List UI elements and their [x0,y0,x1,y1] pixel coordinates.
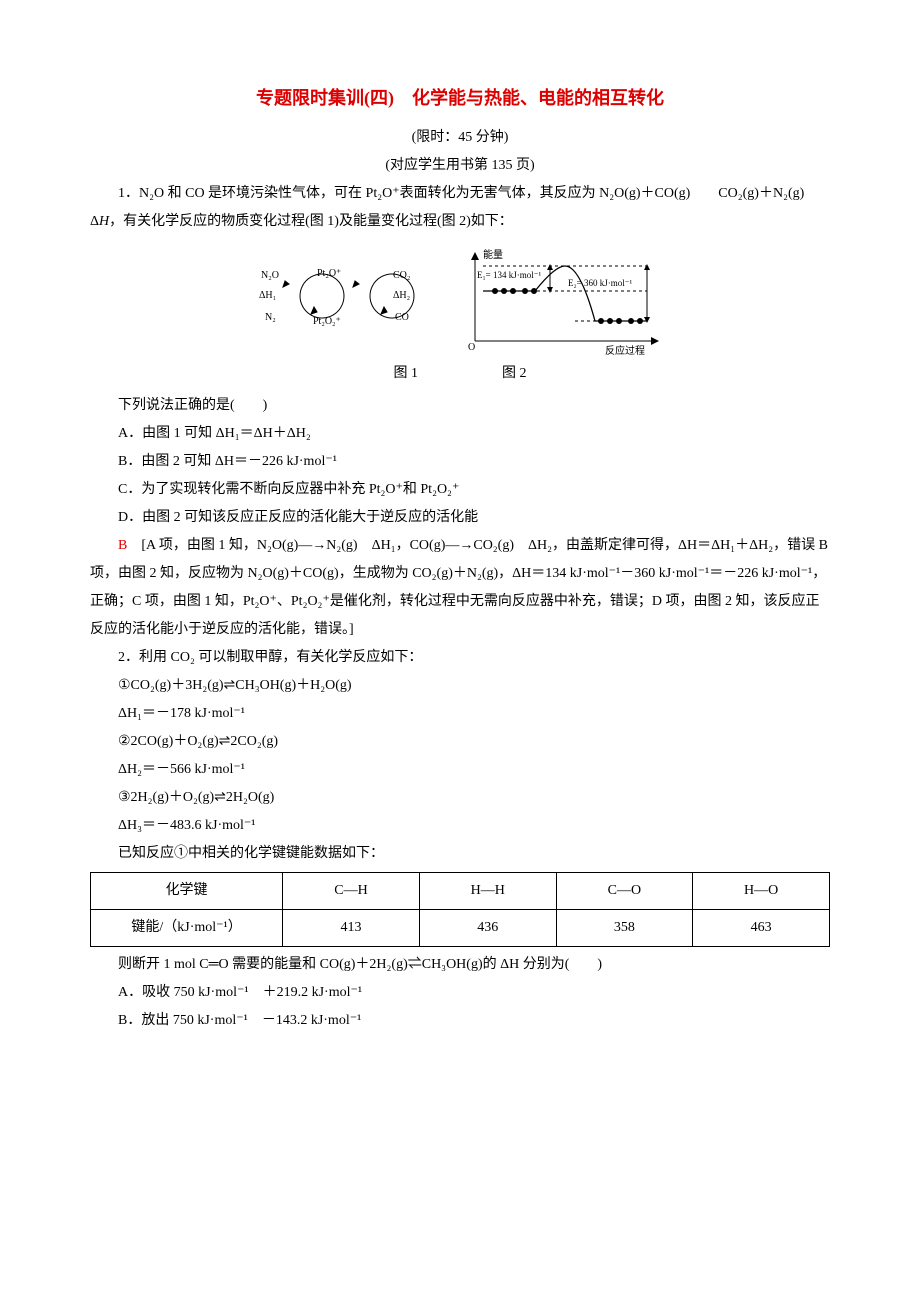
q2-dh3: ΔH₃＝－483.6 kJ·mol⁻¹ [90,812,830,840]
table-row: 键能/（kJ·mol⁻¹） 413 436 358 463 [91,910,830,947]
fig2-e2: E₂= 360 kJ·mol⁻¹ [568,278,632,288]
q1-stem-italic: H [99,214,109,229]
bond-h0: 化学键 [91,873,283,910]
q2-eq1: ①CO₂(g)＋3H₂(g)⇌CH₃OH(g)＋H₂O(g) [90,672,830,700]
q1-answer-tag: B [118,538,127,553]
q2-eq2: ②2CO(g)＋O₂(g)⇌2CO₂(g) [90,728,830,756]
q2-dh2: ΔH₂＝－566 kJ·mol⁻¹ [90,756,830,784]
q2-option-b: B．放出 750 kJ·mol⁻¹ －143.2 kJ·mol⁻¹ [90,1007,830,1035]
bond-table: 化学键 C—H H—H C—O H—O 键能/（kJ·mol⁻¹） 413 43… [90,872,830,947]
fig1-pt2o2: Pt₂O₂⁺ [313,316,341,327]
page-title: 专题限时集训(四) 化学能与热能、电能的相互转化 [90,80,830,116]
figure-row: N₂O ΔH₁ N₂ Pt₂O⁺ Pt₂O₂⁺ CO₂ ΔH₂ CO 能量 反应… [90,246,830,356]
q2-known: 已知反应①中相关的化学键键能数据如下： [90,840,830,868]
bond-v3: 463 [693,910,830,947]
q2-eq3: ③2H₂(g)＋O₂(g)⇌2H₂O(g) [90,784,830,812]
figure-1: N₂O ΔH₁ N₂ Pt₂O⁺ Pt₂O₂⁺ CO₂ ΔH₂ CO [255,246,425,346]
bond-h4: H—O [693,873,830,910]
fig1-n2: N₂ [265,312,276,323]
fig1-dh2: ΔH₂ [393,290,410,301]
fig2-xlabel: 反应过程 [605,344,645,356]
q1-explain: [A 项，由图 1 知，N₂O(g)―→N₂(g) ΔH₁，CO(g)―→CO₂… [90,538,828,637]
fig1-co: CO [395,312,409,323]
bond-h1: C—H [283,873,420,910]
fig2-origin: O [468,342,475,353]
q2-stem: 2．利用 CO₂ 可以制取甲醇，有关化学反应如下： [90,644,830,672]
bond-h3: C—O [556,873,693,910]
q2-option-a: A．吸收 750 kJ·mol⁻¹ ＋219.2 kJ·mol⁻¹ [90,979,830,1007]
bond-v0: 413 [283,910,420,947]
bond-row-label: 键能/（kJ·mol⁻¹） [91,910,283,947]
fig1-n2o: N₂O [261,270,279,281]
fig1-co2: CO₂ [393,270,410,281]
q2-tail: 则断开 1 mol C═O 需要的能量和 CO(g)＋2H₂(g)⇌CH₃OH(… [90,951,830,979]
q1-stem-c: ，有关化学反应的物质变化过程(图 1)及能量变化过程(图 2)如下： [109,214,513,229]
fig2-e1: E₁= 134 kJ·mol⁻¹ [477,270,541,280]
table-row: 化学键 C—H H—H C—O H—O [91,873,830,910]
q1-option-b: B．由图 2 可知 ΔH＝－226 kJ·mol⁻¹ [90,448,830,476]
bond-v2: 358 [556,910,693,947]
fig1-dh1: ΔH₁ [259,290,276,301]
figure-caption: 图 1 图 2 [90,360,830,388]
fig1-pt2o: Pt₂O⁺ [317,268,341,279]
bond-v1: 436 [419,910,556,947]
q1-option-d: D．由图 2 可知该反应正反应的活化能大于逆反应的活化能 [90,504,830,532]
subtitle-page: (对应学生用书第 135 页) [90,152,830,180]
figure-2: 能量 反应过程 O E₁= 134 kJ·mol⁻¹ E₂= 360 kJ·mo… [455,246,665,356]
q1-prompt: 下列说法正确的是( ) [90,392,830,420]
q1-stem: 1．N₂O 和 CO 是环境污染性气体，可在 Pt₂O⁺表面转化为无害气体，其反… [90,180,830,236]
fig2-ylabel: 能量 [483,248,503,261]
bond-h2: H—H [419,873,556,910]
q1-option-c: C．为了实现转化需不断向反应器中补充 Pt₂O⁺和 Pt₂O₂⁺ [90,476,830,504]
q2-dh1: ΔH₁＝－178 kJ·mol⁻¹ [90,700,830,728]
q1-option-a: A．由图 1 可知 ΔH₁＝ΔH＋ΔH₂ [90,420,830,448]
subtitle-time: (限时：45 分钟) [90,124,830,152]
q1-answer: B [A 项，由图 1 知，N₂O(g)―→N₂(g) ΔH₁，CO(g)―→C… [90,532,830,644]
